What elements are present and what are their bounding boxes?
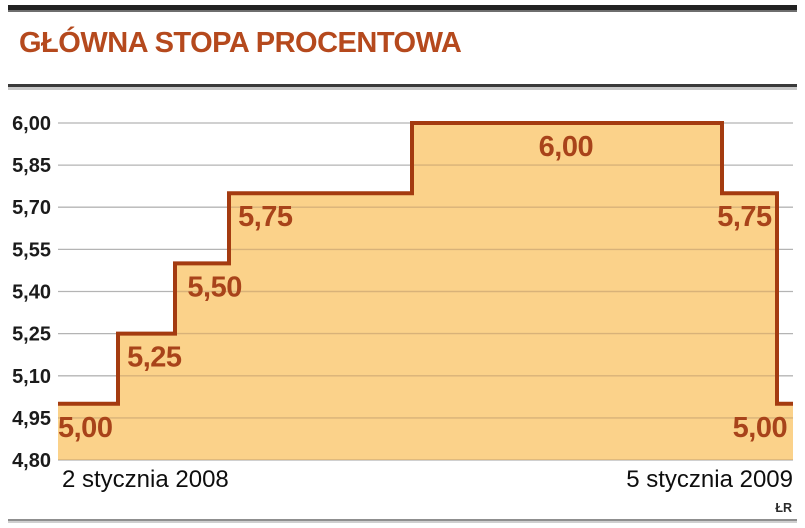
step-value-label: 5,50 [187,271,241,303]
y-tick-label: 5,40 [12,282,51,304]
step-value-label: 5,00 [58,412,112,444]
rate-step-line [58,121,793,406]
top-rule [8,5,797,12]
step-value-label: 5,25 [127,342,182,374]
bottom-rule [8,519,797,523]
y-tick-label: 4,95 [12,408,51,430]
y-tick-label: 4,80 [12,450,51,472]
y-tick-label: 5,85 [12,155,51,177]
step-value-label: 6,00 [539,131,593,163]
y-tick-label: 6,00 [12,113,51,135]
step-value-label: 5,75 [717,201,772,233]
chart-title: GŁÓWNA STOPA PROCENTOWA [19,27,462,59]
y-tick-label: 5,55 [12,239,51,261]
y-tick-label: 5,10 [12,366,51,388]
author-credit: ŁR [775,501,792,515]
x-axis-label-end: 5 stycznia 2009 [626,466,793,493]
step-value-label: 5,00 [733,412,787,444]
y-tick-label: 5,25 [12,324,51,346]
x-axis-label-start: 2 stycznia 2008 [62,466,229,493]
title-divider [8,84,797,90]
y-tick-label: 5,70 [12,197,51,219]
step-value-label: 5,75 [238,201,293,233]
